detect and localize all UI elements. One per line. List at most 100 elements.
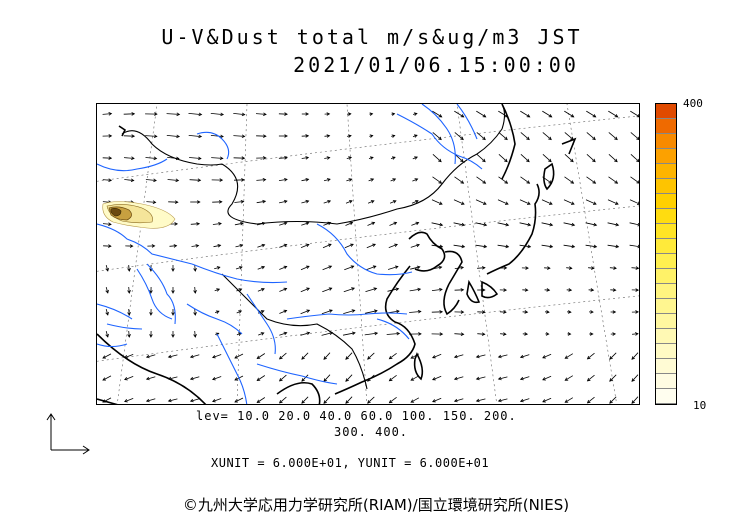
wind-vector [520,354,530,358]
wind-vector [432,132,442,140]
wind-vector [279,332,287,336]
wind-vector [256,353,266,359]
wind-vector [476,398,486,402]
wind-vector-head [636,180,639,184]
wind-vector-head [415,221,420,226]
wind-vector-head [283,199,288,204]
wind-vector-head [527,222,532,227]
wind-vector [389,200,397,204]
wind-vector-head [414,178,419,182]
wind-vector-head [388,355,393,360]
wind-vector-head [461,222,466,227]
wind-vector [102,353,112,359]
wind-vector-head [171,290,175,294]
wind-vector-head [614,201,619,205]
wind-vector-head [590,310,594,314]
wind-vector-head [568,288,573,292]
wind-vector [233,135,245,137]
wind-vector-head [438,114,443,118]
wind-vector-head [261,265,266,270]
wind-vector [214,266,220,270]
wind-vector [343,310,355,314]
wind-vector [190,398,200,402]
wind-vector [412,178,418,182]
wind-vector-head [635,266,639,270]
wind-vector-head [460,288,465,292]
wind-vector [608,110,618,118]
wind-vector-head [545,332,550,336]
wind-vector-head [634,332,639,336]
wind-vector-head [327,243,332,247]
wind-vector [105,308,109,316]
wind-vector [585,222,597,226]
wind-vector [367,396,375,404]
wind-vector [542,353,552,359]
wind-vector-head [410,377,415,381]
wind-vector-head [261,243,266,248]
colorbar-max-label: 400 [683,97,703,110]
wind-vector-head [263,112,267,116]
wind-vector [520,132,530,140]
wind-vector [608,176,618,184]
wind-vector-head [328,287,333,291]
wind-vector [498,154,508,162]
wind-vector [168,354,178,358]
wind-vector [476,132,486,140]
wind-vector-head [527,244,532,249]
wind-vector [542,375,552,381]
wind-vector [431,222,443,226]
wind-vector-head [482,158,486,163]
colorbar-segment [656,314,676,329]
wind-vector-head [195,244,200,248]
wind-vector-head [396,309,400,314]
wind-vector-head [175,178,180,183]
wind-vector [236,288,242,292]
wind-vector-head [612,310,617,314]
wind-vector [631,374,639,382]
wind-vector-head [372,243,376,247]
wind-vector-head [260,310,265,314]
wind-vector [212,376,222,380]
wind-vector [102,113,112,115]
wind-vector [279,288,287,292]
wind-vector-head [413,112,418,116]
wind-vector-head [127,334,131,338]
wind-vector [194,308,196,316]
levels-line-2: 300. 400. [334,425,409,439]
wind-vector-head [351,309,356,313]
wind-vector-head [586,355,591,360]
wind-vector [256,179,266,181]
wind-vector [323,374,331,382]
wind-vector [105,286,109,294]
wind-vector-head [241,178,245,182]
wind-vector-head [238,288,243,292]
wind-vector [146,398,156,402]
wind-vector-head [323,400,327,404]
wind-vector-head [348,178,353,182]
wind-vector-head [127,290,131,294]
wind-vector [188,113,202,115]
wind-vector-head [460,201,465,205]
wind-vector-head [589,332,594,336]
wind-vector-head [548,201,553,205]
wind-vector-head [241,156,246,160]
wind-vector [587,396,595,404]
wind-vector [519,222,531,226]
wind-vector-head [549,222,554,227]
dust-plume [102,201,176,229]
wind-vector-head [392,200,397,204]
wind-vector-head [502,332,507,336]
wind-vector-head [212,399,216,403]
wind-vector [256,200,266,204]
wind-vector [300,309,310,315]
wind-vector [411,222,419,226]
wind-vector-head [173,244,178,248]
wind-vector-head [526,114,531,118]
wind-vector-head [351,331,356,336]
wind-vector [453,222,465,226]
wind-vector-head [108,178,113,182]
wind-vector-head [497,354,502,359]
wind-vector [102,375,112,381]
wind-vector-head [391,134,396,138]
wind-vector-head [306,309,311,313]
